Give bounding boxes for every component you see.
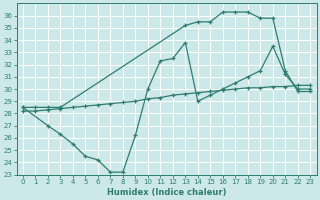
X-axis label: Humidex (Indice chaleur): Humidex (Indice chaleur): [107, 188, 226, 197]
